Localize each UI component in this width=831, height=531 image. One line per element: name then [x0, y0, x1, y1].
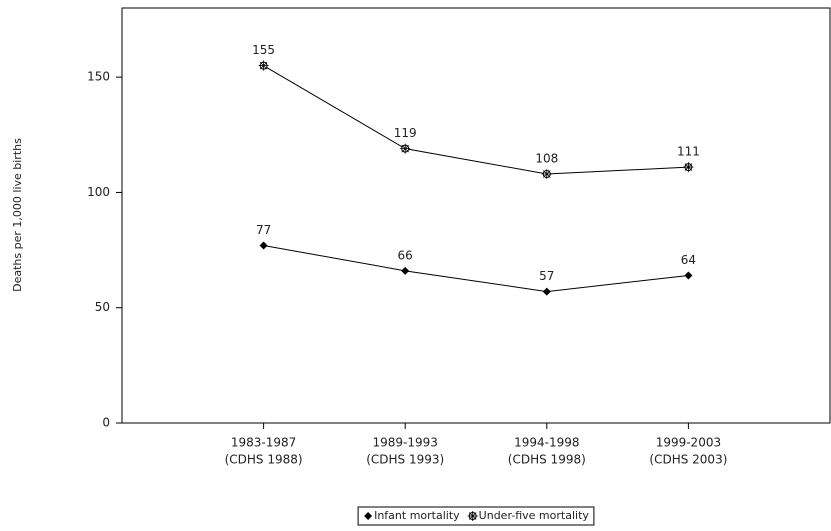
point — [401, 266, 410, 275]
x-tick-label: (CDHS 1998) — [508, 453, 586, 467]
legend-box — [357, 506, 595, 526]
y-tick-label: 50 — [95, 300, 110, 314]
data-label: 119 — [394, 126, 417, 140]
x-tick-label: (CDHS 2003) — [649, 453, 727, 467]
series-line — [263, 65, 689, 175]
point — [259, 241, 268, 250]
y-tick-label: 100 — [87, 185, 110, 199]
point-star — [467, 511, 478, 521]
data-label: 108 — [535, 152, 558, 166]
plot-frame — [121, 7, 831, 424]
point — [542, 287, 551, 296]
point — [684, 271, 693, 280]
x-tick-label: (CDHS 1988) — [225, 453, 303, 467]
x-tick-label: 1994-1998 — [514, 436, 579, 450]
y-axis-label: Deaths per 1,000 live births — [11, 138, 24, 292]
data-label: 155 — [252, 43, 275, 57]
series-line — [263, 244, 689, 293]
data-label: 77 — [256, 223, 271, 237]
point — [400, 143, 411, 154]
point-star — [400, 143, 411, 154]
x-tick-label: 1999-2003 — [656, 436, 721, 450]
y-tick-label: 150 — [87, 70, 110, 84]
y-tick-label: 0 — [102, 416, 110, 430]
x-tick-label: 1983-1987 — [231, 436, 296, 450]
point-star — [683, 162, 694, 173]
legend-label: Infant mortality — [374, 509, 460, 522]
point-star — [258, 60, 269, 71]
data-label: 64 — [681, 253, 696, 267]
data-label: 111 — [677, 145, 700, 159]
data-label: 57 — [539, 269, 554, 283]
legend-label: Under-five mortality — [479, 509, 590, 522]
point — [364, 512, 373, 520]
point-star — [541, 169, 552, 179]
x-tick-label: (CDHS 1993) — [366, 453, 444, 467]
point — [258, 60, 269, 71]
data-label: 66 — [398, 248, 413, 262]
point — [541, 169, 552, 179]
legend: Infant mortality Under-five mortality — [364, 509, 589, 522]
point — [467, 511, 478, 521]
x-tick-label: 1989-1993 — [372, 436, 437, 450]
point — [683, 162, 694, 173]
